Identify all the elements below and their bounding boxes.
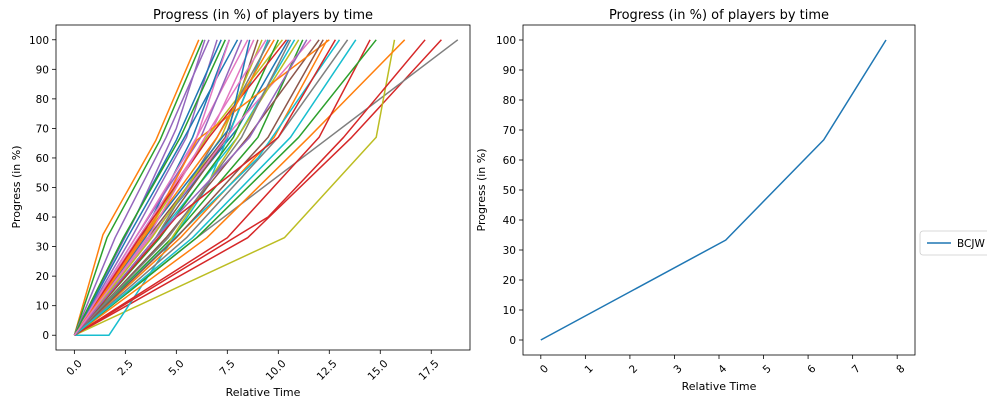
x-tick-label: 7 (850, 363, 863, 376)
left-series-line-45 (73, 39, 267, 336)
left-series-line-38 (73, 39, 263, 336)
left-chart-x-ticks: 0.0 2.5 5.0 7.5 10.0 12.5 15.0 17.5 (64, 350, 442, 383)
x-tick-label: 2.5 (115, 358, 135, 378)
left-series-line-41 (73, 39, 275, 336)
left-series-line-34 (73, 39, 210, 336)
y-tick-label: 20 (503, 275, 516, 287)
left-series-line-30 (73, 39, 239, 336)
left-series-line-44 (73, 39, 308, 336)
x-tick-label: 12.5 (315, 358, 340, 383)
x-tick-label: 8 (894, 363, 907, 376)
y-tick-label: 40 (36, 212, 49, 224)
left-series-line-17 (73, 39, 349, 336)
left-series-line-32 (73, 39, 377, 336)
legend-label-bcjw: BCJW (957, 238, 985, 250)
x-tick-label: 2 (627, 363, 640, 376)
left-series-line-4 (73, 39, 206, 336)
legend-frame (919, 230, 987, 256)
y-tick-label: 80 (503, 95, 516, 107)
right-chart-lines (540, 39, 887, 341)
left-series-line-43 (73, 39, 337, 336)
left-series-line-31 (73, 39, 330, 336)
left-series-line-14 (73, 39, 218, 336)
left-chart-x-axis-label: Relative Time (226, 386, 301, 398)
left-series-line-13 (74, 39, 426, 336)
right-chart: Progress (in %) of players by time 0 1 2 3 4… (475, 8, 987, 393)
left-series-line-2 (73, 39, 204, 336)
x-tick-label: 0.0 (64, 358, 84, 378)
left-chart-lines (73, 39, 459, 336)
right-chart-x-ticks: 0 1 2 3 4 5 6 7 8 (538, 355, 908, 376)
x-tick-label: 4 (716, 363, 729, 376)
right-chart-y-ticks: 0 10 20 30 40 50 60 70 80 90 100 (496, 35, 523, 347)
x-tick-label: 5 (761, 363, 774, 376)
right-chart-frame (522, 24, 916, 356)
y-tick-label: 70 (503, 125, 516, 137)
left-chart-y-axis-label: Progress (in %) (10, 146, 23, 229)
y-tick-label: 0 (42, 330, 49, 342)
x-tick-label: 3 (672, 363, 685, 376)
x-tick-label: 6 (805, 363, 818, 376)
y-tick-label: 80 (36, 94, 49, 106)
y-tick-label: 50 (503, 185, 516, 197)
y-tick-label: 100 (29, 35, 49, 47)
x-tick-label: 17.5 (417, 358, 442, 383)
left-series-line-1 (73, 39, 200, 336)
left-series-line-7 (73, 39, 459, 336)
left-series-line-26 (73, 39, 312, 336)
left-series-line-35 (73, 39, 324, 336)
y-tick-label: 70 (36, 123, 49, 135)
left-series-line-39 (73, 39, 357, 336)
right-chart-x-axis-label: Relative Time (682, 380, 757, 393)
y-tick-label: 30 (503, 245, 516, 257)
right-series-line-0 (540, 39, 887, 341)
right-chart-y-axis-label: Progress (in %) (475, 149, 488, 232)
y-tick-label: 10 (36, 301, 49, 313)
left-series-line-8 (74, 39, 396, 336)
y-tick-label: 60 (36, 153, 49, 165)
left-chart-title: Progress (in %) of players by time (153, 8, 373, 23)
y-tick-label: 100 (496, 35, 516, 47)
left-series-line-24 (73, 39, 243, 336)
y-tick-label: 0 (509, 335, 516, 347)
x-tick-label: 7.5 (217, 358, 237, 378)
left-series-line-21 (73, 39, 406, 336)
x-tick-label: 0 (538, 363, 551, 376)
y-tick-label: 40 (503, 215, 516, 227)
x-tick-label: 5.0 (166, 358, 186, 378)
y-tick-label: 90 (503, 65, 516, 77)
y-tick-label: 60 (503, 155, 516, 167)
left-series-line-33 (73, 39, 288, 336)
y-tick-label: 50 (36, 183, 49, 195)
left-series-line-42 (73, 39, 226, 336)
y-tick-label: 20 (36, 271, 49, 283)
left-series-line-23 (73, 39, 371, 336)
left-chart: Progress (in %) of players by time 0.0 2.… (10, 8, 471, 398)
y-tick-label: 10 (503, 305, 516, 317)
y-tick-label: 90 (36, 64, 49, 76)
x-tick-label: 10.0 (264, 358, 289, 383)
left-series-line-37 (73, 39, 292, 336)
left-series-line-36 (73, 39, 231, 336)
x-tick-label: 1 (582, 363, 595, 376)
y-tick-label: 30 (36, 242, 49, 254)
left-series-line-3 (74, 39, 442, 336)
x-tick-label: 15.0 (366, 358, 391, 383)
legend: BCJW (919, 230, 987, 256)
left-chart-y-ticks: 0 10 20 30 40 50 60 70 80 90 100 (29, 35, 56, 342)
left-series-line-15 (73, 39, 320, 336)
right-chart-title: Progress (in %) of players by time (609, 8, 829, 23)
left-series-line-9 (74, 39, 269, 336)
